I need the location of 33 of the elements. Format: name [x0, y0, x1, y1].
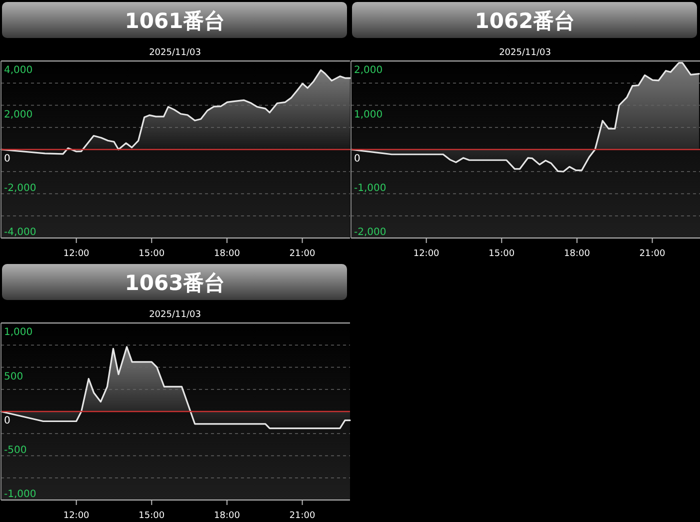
y-tick-label: -2,000: [354, 227, 386, 238]
chart-subtitle: 2025/11/03: [149, 48, 201, 58]
y-tick-label: 4,000: [4, 65, 33, 76]
y-tick-label: 1,000: [354, 109, 383, 120]
x-tick-label: 12:00: [413, 249, 440, 259]
chart-title: 1062番台: [474, 9, 576, 33]
chart-title: 1061番台: [124, 9, 226, 33]
y-tick-label: 2,000: [4, 109, 33, 120]
x-tick-label: 21:00: [289, 511, 316, 521]
x-tick-label: 12:00: [63, 511, 90, 521]
y-tick-label: 500: [4, 371, 24, 382]
y-tick-label: -2,000: [4, 182, 36, 194]
chart-subtitle: 2025/11/03: [499, 48, 551, 58]
chart-subtitle: 2025/11/03: [149, 310, 201, 320]
x-tick-label: 18:00: [214, 511, 240, 521]
y-tick-label: 0: [4, 154, 10, 164]
y-tick-label: 0: [4, 416, 10, 426]
y-tick-label: 1,000: [4, 327, 33, 338]
chart-title: 1063番台: [124, 271, 226, 295]
x-tick-label: 12:00: [63, 249, 90, 259]
y-tick-label: -1,000: [354, 182, 386, 194]
x-tick-label: 15:00: [138, 511, 165, 521]
y-tick-label: -500: [4, 444, 27, 456]
x-tick-label: 18:00: [214, 249, 240, 259]
x-tick-label: 21:00: [289, 249, 316, 259]
x-tick-label: 18:00: [564, 249, 590, 259]
x-tick-label: 15:00: [138, 249, 165, 259]
y-tick-label: -1,000: [4, 489, 36, 500]
y-tick-label: -4,000: [4, 227, 36, 238]
x-tick-label: 15:00: [488, 249, 515, 259]
y-tick-label: 0: [354, 154, 360, 164]
x-tick-label: 21:00: [639, 249, 666, 259]
y-tick-label: 2,000: [354, 65, 383, 76]
